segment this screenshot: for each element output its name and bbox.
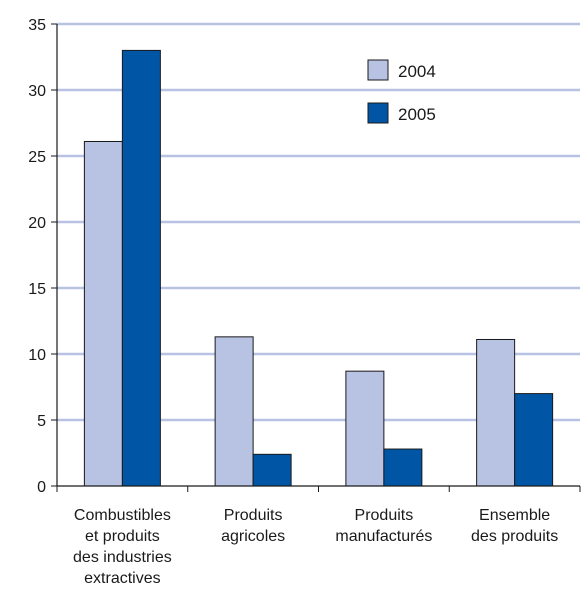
y-tick-label: 20 xyxy=(28,215,46,232)
legend-swatch-2005 xyxy=(367,102,389,124)
y-tick-label: 35 xyxy=(28,17,46,34)
legend-swatch-2004 xyxy=(367,59,389,81)
y-tick-label: 15 xyxy=(28,281,46,298)
bar-2004-3 xyxy=(476,338,516,487)
y-tick-label: 5 xyxy=(37,413,46,430)
bar-2004-2 xyxy=(345,370,385,487)
x-tick-label: Produits manufacturés xyxy=(335,507,432,545)
bar-2005-3 xyxy=(514,393,554,487)
y-tick-label: 30 xyxy=(28,83,46,100)
y-tick-label: 25 xyxy=(28,149,46,166)
bar-2005-1 xyxy=(252,453,292,487)
legend-label-2004: 2004 xyxy=(398,62,436,81)
x-tick-label: Combustibles et produits des industries ext… xyxy=(73,507,172,587)
labels: 0 5 10 15 20 25 30 35 Combustibles et produits des… xyxy=(28,17,558,587)
y-tick-label: 0 xyxy=(37,479,46,496)
axes xyxy=(51,23,581,492)
bar-2004-0 xyxy=(83,140,123,487)
bar-2004-1 xyxy=(214,336,254,487)
bar-2005-0 xyxy=(121,49,161,487)
bars xyxy=(83,49,554,487)
x-tick-label: Produits agricoles xyxy=(221,507,285,545)
legend: 2004 2005 xyxy=(367,59,436,124)
y-tick-label: 10 xyxy=(28,347,46,364)
x-tick-label: Ensemble des produits xyxy=(471,507,558,545)
legend-label-2005: 2005 xyxy=(398,105,436,124)
bar-2005-2 xyxy=(383,448,423,487)
